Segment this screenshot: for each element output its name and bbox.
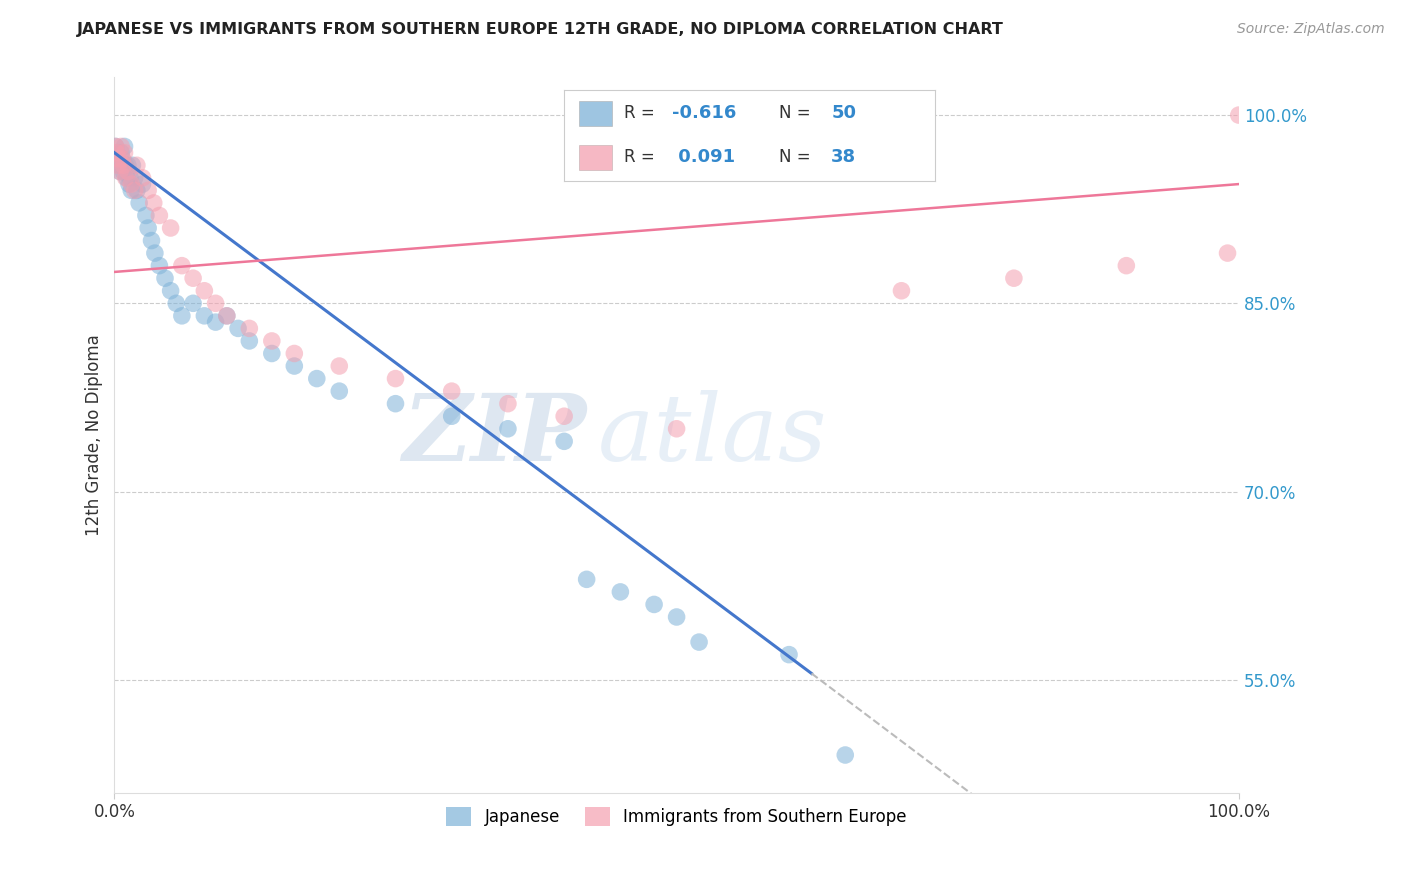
- Point: [114, 158, 136, 172]
- Point: [143, 246, 166, 260]
- Point: [114, 170, 136, 185]
- Point: [125, 158, 148, 172]
- Point: [124, 183, 146, 197]
- Point: [114, 145, 136, 160]
- Point: [112, 158, 135, 172]
- Point: [1227, 108, 1250, 122]
- Point: [159, 221, 181, 235]
- Y-axis label: 12th Grade, No Diploma: 12th Grade, No Diploma: [86, 334, 103, 536]
- Point: [496, 422, 519, 436]
- Point: [384, 397, 406, 411]
- Point: [104, 139, 127, 153]
- Point: [609, 585, 631, 599]
- Point: [112, 164, 135, 178]
- Point: [131, 170, 153, 185]
- Point: [148, 259, 170, 273]
- Point: [117, 158, 139, 172]
- Point: [108, 152, 131, 166]
- Text: ZIP: ZIP: [402, 390, 586, 480]
- Point: [1002, 271, 1025, 285]
- Point: [553, 409, 575, 424]
- Point: [260, 334, 283, 348]
- Point: [115, 170, 138, 185]
- Point: [110, 145, 132, 160]
- Point: [136, 183, 159, 197]
- Point: [665, 422, 688, 436]
- Point: [575, 572, 598, 586]
- Point: [204, 315, 226, 329]
- Text: Source: ZipAtlas.com: Source: ZipAtlas.com: [1237, 22, 1385, 37]
- Point: [440, 384, 463, 398]
- Point: [131, 177, 153, 191]
- Point: [215, 309, 238, 323]
- Point: [181, 271, 204, 285]
- Point: [283, 346, 305, 360]
- Point: [120, 183, 142, 197]
- Point: [283, 359, 305, 373]
- Point: [120, 177, 142, 191]
- Point: [170, 259, 193, 273]
- Point: [193, 309, 215, 323]
- Point: [215, 309, 238, 323]
- Point: [108, 164, 131, 178]
- Point: [226, 321, 249, 335]
- Point: [148, 209, 170, 223]
- Point: [124, 170, 146, 185]
- Point: [111, 152, 134, 166]
- Point: [118, 177, 141, 191]
- Point: [384, 371, 406, 385]
- Point: [170, 309, 193, 323]
- Point: [107, 152, 129, 166]
- Point: [141, 234, 163, 248]
- Point: [193, 284, 215, 298]
- Text: JAPANESE VS IMMIGRANTS FROM SOUTHERN EUROPE 12TH GRADE, NO DIPLOMA CORRELATION C: JAPANESE VS IMMIGRANTS FROM SOUTHERN EUR…: [77, 22, 1004, 37]
- Point: [105, 145, 128, 160]
- Point: [260, 346, 283, 360]
- Point: [328, 359, 350, 373]
- Point: [496, 397, 519, 411]
- Point: [204, 296, 226, 310]
- Point: [108, 164, 131, 178]
- Point: [142, 195, 165, 210]
- Point: [305, 371, 328, 385]
- Point: [643, 598, 665, 612]
- Point: [117, 164, 139, 178]
- Point: [110, 139, 132, 153]
- Point: [105, 145, 128, 160]
- Point: [440, 409, 463, 424]
- Point: [238, 321, 260, 335]
- Point: [121, 158, 143, 172]
- Text: atlas: atlas: [598, 390, 827, 480]
- Point: [165, 296, 187, 310]
- Point: [1115, 259, 1137, 273]
- Point: [107, 158, 129, 172]
- Point: [1216, 246, 1239, 260]
- Point: [135, 209, 157, 223]
- Point: [114, 139, 136, 153]
- Point: [553, 434, 575, 449]
- Point: [136, 221, 159, 235]
- Point: [834, 747, 856, 762]
- Point: [890, 284, 912, 298]
- Point: [665, 610, 688, 624]
- Point: [688, 635, 710, 649]
- Point: [328, 384, 350, 398]
- Point: [111, 152, 134, 166]
- Point: [120, 170, 142, 185]
- Point: [778, 648, 800, 662]
- Point: [108, 158, 131, 172]
- Point: [104, 139, 127, 153]
- Legend: Japanese, Immigrants from Southern Europe: Japanese, Immigrants from Southern Europ…: [439, 799, 915, 834]
- Point: [159, 284, 181, 298]
- Point: [181, 296, 204, 310]
- Point: [153, 271, 176, 285]
- Point: [125, 183, 148, 197]
- Point: [238, 334, 260, 348]
- Point: [128, 195, 150, 210]
